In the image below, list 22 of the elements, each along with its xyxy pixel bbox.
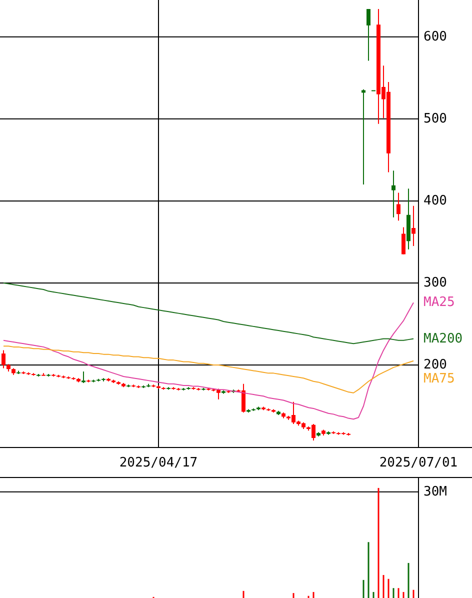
- y-tick-label: 300: [424, 276, 447, 291]
- candlestick: [362, 88, 366, 186]
- candlestick: [392, 170, 396, 218]
- candlestick: [396, 192, 400, 222]
- candlestick: [2, 350, 6, 369]
- y-tick-label: 200: [424, 358, 447, 373]
- line-series: [3, 282, 414, 344]
- y-tick-label: 30M: [424, 484, 448, 500]
- x-tick-label: 2025/07/01: [379, 456, 458, 471]
- candlestick: [366, 8, 370, 62]
- y-tick-label: 400: [424, 193, 447, 209]
- line-series: [3, 302, 414, 420]
- y-tick-label: 600: [424, 29, 447, 44]
- series-label: MA75: [424, 372, 455, 387]
- candlestick: [82, 371, 86, 384]
- series-label: MA25: [424, 295, 455, 310]
- candlestick: [402, 226, 406, 255]
- candlestick: [412, 205, 416, 247]
- x-tick-label: 2025/04/17: [119, 456, 198, 471]
- series-label: MA200: [424, 331, 463, 346]
- line-series: [3, 346, 414, 394]
- y-tick-label: 500: [424, 111, 447, 126]
